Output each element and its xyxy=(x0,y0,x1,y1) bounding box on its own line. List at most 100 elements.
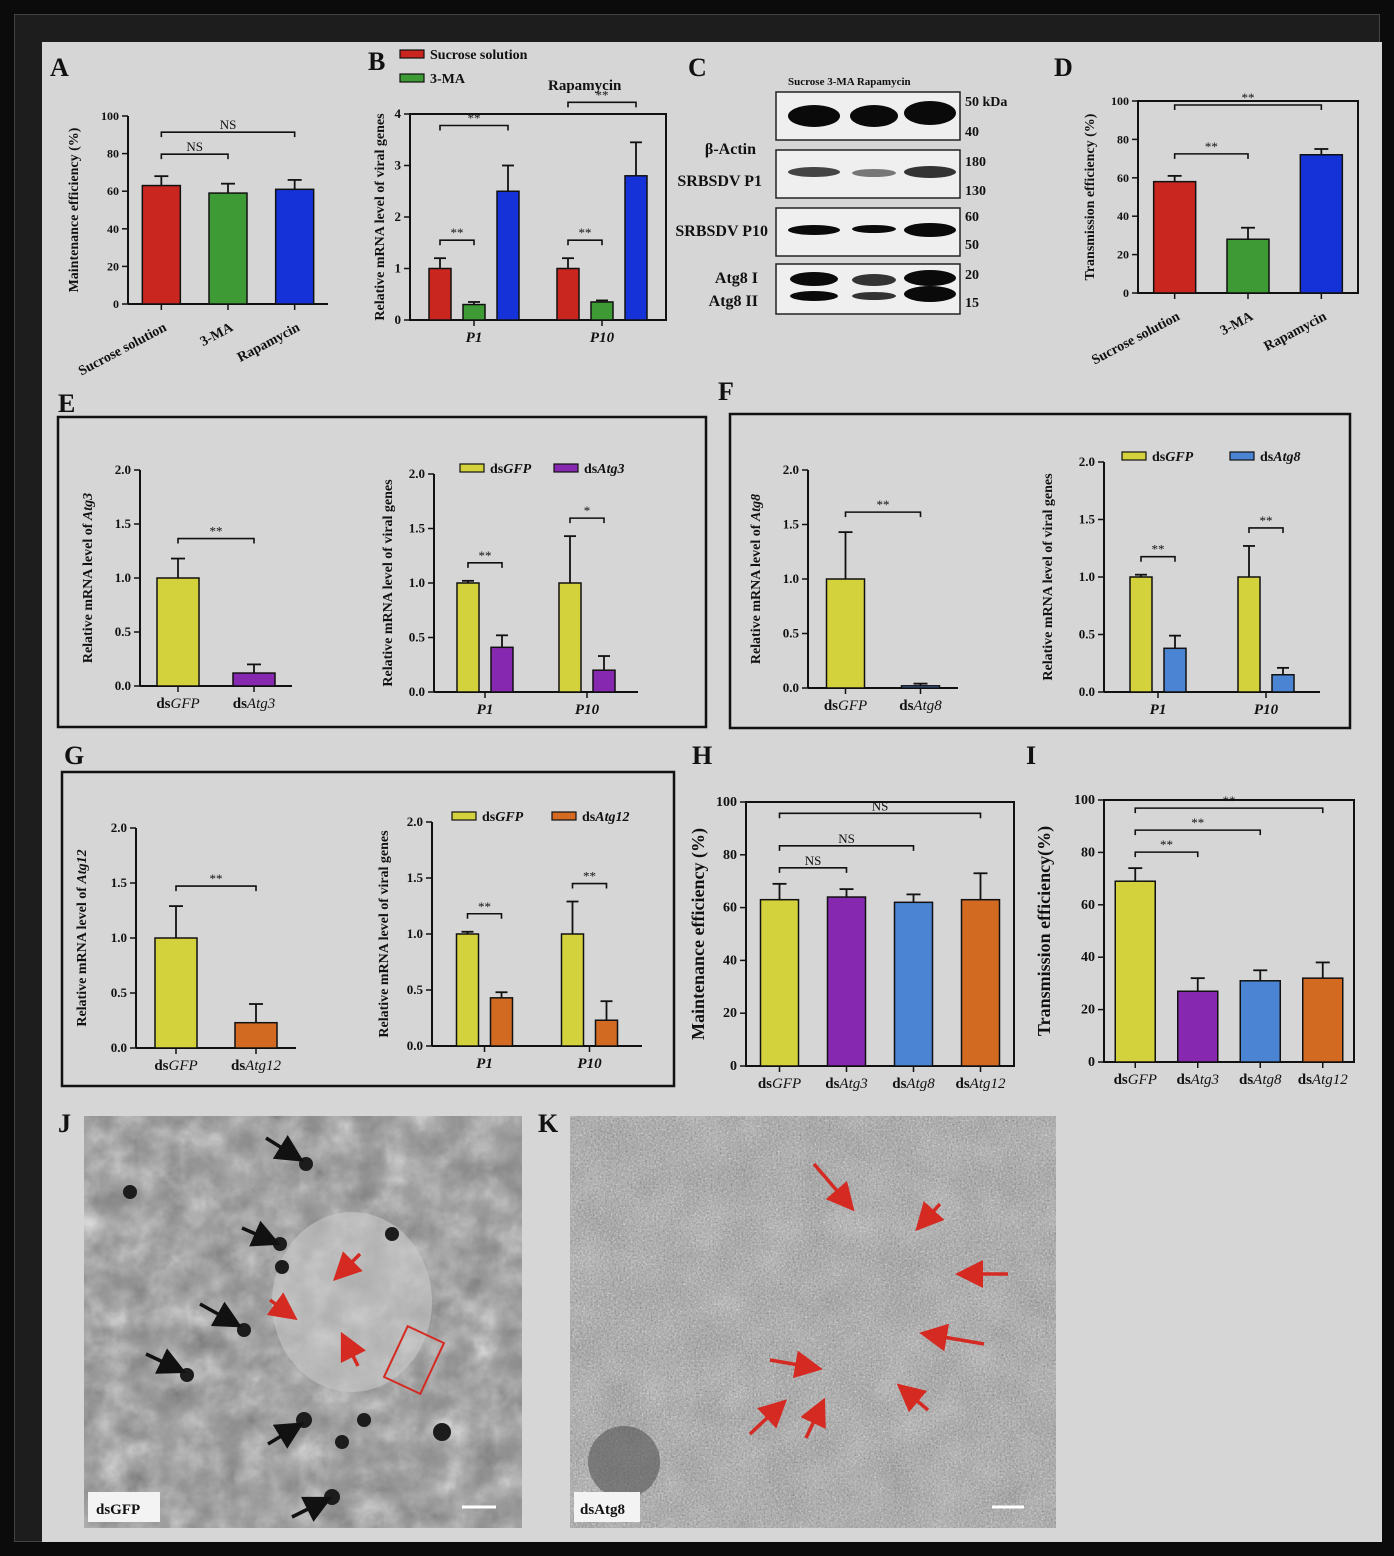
y-tick-label: 1.0 xyxy=(111,930,127,945)
chart-f2: 0.0 0.5 1.0 1.5 2.0 ** ** dsGFP dsAtg8 xyxy=(1079,450,1320,699)
legend-swatch xyxy=(451,811,477,821)
significance-label: * xyxy=(584,503,591,518)
y-tick-label: 1.5 xyxy=(407,870,424,885)
legend-label: dsAtg8 xyxy=(1260,450,1300,465)
tick-label: P10 xyxy=(577,1056,602,1072)
blot-row-label: SRBSDV P1 xyxy=(677,173,762,190)
y-tick-label: 20 xyxy=(1117,248,1129,262)
y-tick-label: 0 xyxy=(113,297,119,311)
bar xyxy=(274,188,315,305)
significance-bracket xyxy=(569,517,605,524)
axis-label: Relative mRNA level of viral genes xyxy=(373,113,388,321)
chart-a: 0 20 40 60 80 100 NS NS xyxy=(101,109,328,311)
blot-marker: 60 xyxy=(965,210,979,225)
legend-swatch xyxy=(399,49,425,59)
y-tick-label: 0.5 xyxy=(1079,627,1096,642)
y-tick-label: 0.0 xyxy=(409,684,425,699)
y-tick-label: 0.5 xyxy=(409,630,426,645)
significance-label: ** xyxy=(451,225,464,240)
bar xyxy=(154,937,198,1049)
y-tick-label: 0.0 xyxy=(115,678,131,693)
axis-label: Relative mRNA level of Atg12 xyxy=(75,849,90,1026)
significance-bracket xyxy=(1173,104,1323,110)
panel-label-j: J xyxy=(58,1109,71,1138)
legend-swatch xyxy=(553,463,579,473)
tick-label: dsAtg12 xyxy=(955,1076,1006,1092)
significance-bracket xyxy=(778,867,848,873)
chart-e1: 0.0 0.5 1.0 1.5 2.0 ** xyxy=(115,462,292,693)
significance-label: ** xyxy=(1205,139,1218,154)
panel-label-k: K xyxy=(538,1109,559,1138)
y-tick-label: 60 xyxy=(723,901,737,916)
significance-label: ** xyxy=(1260,513,1273,528)
blot-marker: 50 kDa xyxy=(965,95,1007,110)
bar xyxy=(826,896,867,1067)
significance-label: ** xyxy=(1160,837,1173,852)
y-tick-label: 0.0 xyxy=(111,1040,127,1055)
bar xyxy=(496,190,520,321)
y-tick-label: 2.0 xyxy=(1079,454,1095,469)
legend-label: dsGFP xyxy=(490,462,532,477)
legend-swatch xyxy=(551,811,577,821)
legend-swatch xyxy=(1229,451,1255,461)
micrograph-j-black-arrows xyxy=(145,1134,333,1522)
blot-header: Sucrose 3-MA Rapamycin xyxy=(788,76,911,88)
legend-swatch xyxy=(1121,451,1147,461)
micrograph-k: dsAtg8 xyxy=(570,1116,1056,1528)
tick-label: dsAtg3 xyxy=(825,1076,868,1092)
chart-h: 0 20 40 60 80 100 NS NS NS xyxy=(716,795,1015,1074)
micrograph-j-label: dsGFP xyxy=(96,1502,140,1518)
bar xyxy=(490,646,514,693)
figure-canvas: A B C D E F G H I J K Sucrose 3-MA Rapam… xyxy=(42,42,1382,1542)
micrograph-k-label: dsAtg8 xyxy=(580,1502,625,1518)
y-tick-label: 60 xyxy=(107,184,119,198)
y-tick-label: 0.0 xyxy=(407,1038,423,1053)
tick-label: P1 xyxy=(477,702,494,718)
significance-bracket xyxy=(1134,829,1262,836)
bar xyxy=(1226,238,1270,294)
y-tick-label: 0.5 xyxy=(783,626,800,641)
tick-label: P1 xyxy=(476,1056,493,1072)
significance-bracket xyxy=(160,131,296,138)
figure-frame: A B C D E F G H I J K Sucrose 3-MA Rapam… xyxy=(14,14,1382,1542)
significance-label: NS xyxy=(872,798,889,813)
bar xyxy=(1302,977,1344,1063)
tick-label: dsGFP xyxy=(154,1058,197,1074)
legend-label: Rapamycin xyxy=(548,78,622,94)
micrograph-k-dark-region xyxy=(588,1426,660,1498)
significance-bracket xyxy=(1248,527,1284,533)
legend-label: Sucrose solution xyxy=(430,48,528,63)
legend-label: dsGFP xyxy=(1152,450,1194,465)
bar xyxy=(960,898,1001,1067)
bar xyxy=(1152,180,1197,294)
bar xyxy=(1237,576,1261,693)
panel-label-f: F xyxy=(718,377,734,406)
y-tick-label: 0.0 xyxy=(783,680,799,695)
significance-label: ** xyxy=(1191,815,1204,830)
y-tick-label: 1.5 xyxy=(115,516,132,531)
significance-bracket xyxy=(177,537,255,544)
legend-label: dsAtg3 xyxy=(584,462,624,477)
micrograph-k-red-arrows xyxy=(748,1162,1008,1439)
bar xyxy=(1239,980,1281,1063)
y-tick-label: 40 xyxy=(1117,209,1129,223)
bar xyxy=(1114,880,1156,1063)
western-blot: Sucrose 3-MA Rapamycin β-Actin SRBSDV P1… xyxy=(675,76,1007,315)
significance-bracket xyxy=(571,882,608,889)
tick-label: dsGFP xyxy=(824,698,867,714)
figure-svg: A B C D E F G H I J K Sucrose 3-MA Rapam… xyxy=(50,47,1359,1528)
axis-label: Maintenance efficiency (%) xyxy=(688,828,709,1040)
axis-label: Relative mRNA level of viral genes xyxy=(1041,473,1056,681)
tick-label: Sucrose solution xyxy=(76,320,169,379)
significance-label: ** xyxy=(579,225,592,240)
bar xyxy=(560,933,585,1047)
bar xyxy=(1129,576,1153,693)
panel-label-e: E xyxy=(58,389,75,418)
tick-label: 3-MA xyxy=(198,320,237,350)
tick-label: dsGFP xyxy=(156,696,199,712)
y-tick-label: 4 xyxy=(395,106,402,121)
tick-label: 3-MA xyxy=(1218,309,1257,339)
axis-label: Relative mRNA level of viral genes xyxy=(377,830,392,1038)
y-tick-label: 2.0 xyxy=(115,462,131,477)
y-tick-label: 1.0 xyxy=(409,575,425,590)
